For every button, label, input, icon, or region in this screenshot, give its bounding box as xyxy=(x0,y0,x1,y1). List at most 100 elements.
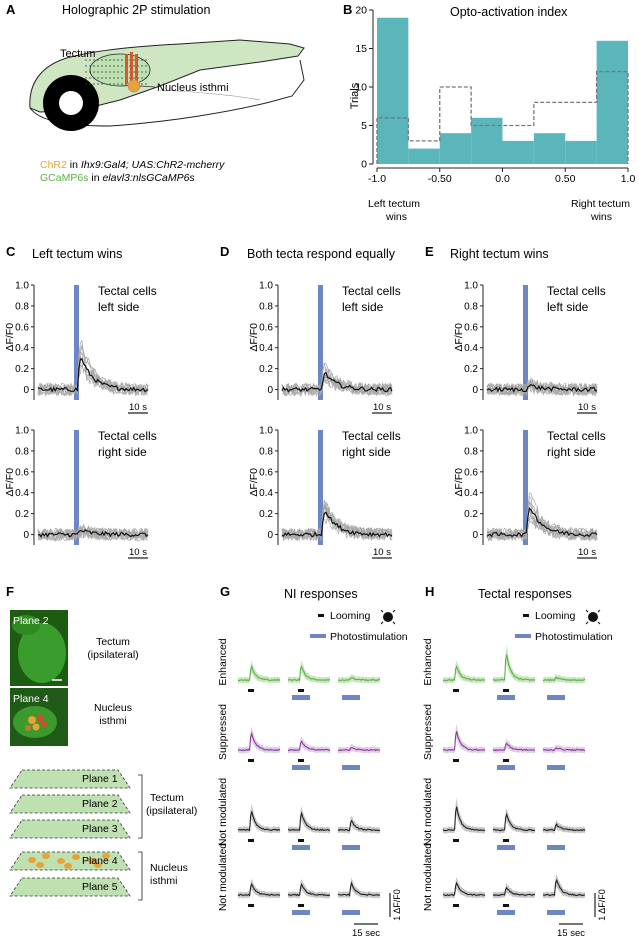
trace-y-tick-label: 0.2 xyxy=(464,509,478,520)
looming-ray-icon xyxy=(585,621,589,625)
zebrafish-head xyxy=(29,39,305,113)
stack-tectum-label-2: (ipsilateral) xyxy=(146,805,197,817)
row-label: Not modulated xyxy=(422,778,434,846)
trace-y-tick-label: 0.6 xyxy=(15,322,29,333)
panel-g: G NI responses xyxy=(220,584,358,601)
response-panel-h: Looming Photostimulation Enhanced Suppresse… xyxy=(422,609,613,939)
photostim-bar xyxy=(74,285,79,400)
trace-y-tick-label: 0.4 xyxy=(15,343,29,354)
photostim-legend-swatch xyxy=(310,634,326,638)
panel-h-title: Tectal responses xyxy=(478,587,572,601)
ni-cell xyxy=(88,858,96,864)
scale-bar-label: 10 s xyxy=(373,402,391,413)
tectum-label-2: (ipsilateral) xyxy=(87,649,138,661)
y-scale-label: 1 ΔF/F0 xyxy=(597,889,607,921)
ni-cell xyxy=(36,862,44,868)
response-mean-trace xyxy=(337,677,381,682)
scale-bar-label: 10 s xyxy=(373,547,391,558)
looming-marker xyxy=(298,904,304,907)
row-label: Enhanced xyxy=(217,638,229,685)
looming-marker xyxy=(503,689,509,692)
photostim-bar xyxy=(318,285,323,400)
response-mean-trace xyxy=(237,882,281,897)
response-sem-band xyxy=(543,873,585,899)
panel-d-title: Both tecta respond equally xyxy=(247,247,396,261)
plane-label: Plane 1 xyxy=(82,773,118,785)
ni-cell xyxy=(42,853,50,859)
mean-trace xyxy=(486,383,598,393)
stack-tectum-label-1: Tectum xyxy=(150,792,184,804)
response-sem-band xyxy=(338,877,380,899)
trace-label-line1: Tectal cells xyxy=(547,284,606,298)
looming-marker xyxy=(453,904,459,907)
trace-y-label: ΔF/F0 xyxy=(453,323,465,352)
ni-cell xyxy=(64,863,72,869)
trace-y-tick-label: 0.6 xyxy=(464,322,478,333)
trace-y-tick-label: 0 xyxy=(472,530,478,541)
trace-label-side: right side xyxy=(547,445,596,459)
row-label: Not modulated xyxy=(217,843,229,911)
legend-gcamp: GCaMP6s in elavl3:nlsGCaMP6s xyxy=(40,172,195,184)
nucleus-isthmi-region xyxy=(127,79,141,93)
photostim-marker xyxy=(342,845,360,850)
panel-e: E Right tectum wins xyxy=(425,244,549,261)
trace-y-tick-label: 0.4 xyxy=(259,343,273,354)
ni-bracket xyxy=(138,851,143,901)
trace-y-tick-label: 0.8 xyxy=(259,301,273,312)
trace-y-tick-label: 0 xyxy=(267,385,273,396)
looming-ray-icon xyxy=(597,609,601,613)
trace-label-line1: Tectal cells xyxy=(342,429,401,443)
single-trial-trace xyxy=(486,506,598,541)
panel-f: F Plane 2 Plane 4 Tectum (ipsilateral) N… xyxy=(6,584,197,901)
trace-y-tick-label: 0.4 xyxy=(464,488,478,499)
legend-chr2: ChR2 in Ihx9:Gal4; UAS:ChR2-mcherry xyxy=(40,159,225,171)
y-scale-label: 1 ΔF/F0 xyxy=(392,889,402,921)
row-label: Enhanced xyxy=(422,638,434,685)
response-sem-band xyxy=(493,738,535,754)
histogram-bar xyxy=(502,140,534,164)
y-tick-label: 0 xyxy=(361,159,367,171)
histogram-bar xyxy=(408,148,440,164)
response-sem-band xyxy=(338,815,380,834)
zebrafish-yolk-line xyxy=(159,89,261,101)
panel-g-title: NI responses xyxy=(284,587,358,601)
annot-left-2: wins xyxy=(385,211,407,223)
x-scale-label: 15 sec xyxy=(352,928,380,939)
response-mean-trace xyxy=(287,882,331,897)
response-sem-band xyxy=(288,878,330,899)
mean-trace xyxy=(37,529,149,538)
photostim-legend-label: Photostimulation xyxy=(330,631,408,643)
response-mean-trace xyxy=(542,676,586,682)
trace-y-tick-label: 0.2 xyxy=(464,364,478,375)
trace-y-tick-label: 0.2 xyxy=(259,364,273,375)
x-tick-label: -0.50 xyxy=(428,173,452,185)
zebrafish-drawing xyxy=(29,39,305,131)
photostim-marker xyxy=(497,910,515,915)
plane4-image xyxy=(10,688,68,746)
histogram-bar xyxy=(471,117,503,164)
trace-label-side: left side xyxy=(547,300,589,314)
trace-y-tick-label: 0.6 xyxy=(464,467,478,478)
scale-bar-label: 10 s xyxy=(578,402,596,413)
response-mean-trace xyxy=(492,812,536,832)
panel-d: D Both tecta respond equally xyxy=(220,244,396,261)
looming-marker xyxy=(503,839,509,842)
photostim-bar xyxy=(523,285,528,400)
single-trial-trace xyxy=(486,510,598,541)
scale-bar-label: 10 s xyxy=(129,547,147,558)
photostim-bar xyxy=(318,430,323,545)
y-tick-label: 20 xyxy=(355,5,367,17)
annot-right-1: Right tectum xyxy=(571,198,630,210)
response-mean-trace xyxy=(443,731,486,752)
response-sem-band xyxy=(543,744,585,754)
panel-letter-f: F xyxy=(6,584,14,599)
response-sem-band xyxy=(493,883,535,899)
single-trial-trace xyxy=(281,376,393,397)
trace-y-tick-label: 0.4 xyxy=(259,488,273,499)
row-label: Not modulated xyxy=(217,778,229,846)
plane2-image-label: Plane 2 xyxy=(13,615,49,627)
trace-plot-d-left: 0 0.2 0.4 0.6 0.8 1.0 ΔF/F0 Tectal cells left si… xyxy=(248,281,401,414)
trace-plots: 0 0.2 0.4 0.6 0.8 1.0 ΔF/F0 Tectal cells left si… xyxy=(4,281,606,559)
response-mean-trace xyxy=(337,747,381,752)
